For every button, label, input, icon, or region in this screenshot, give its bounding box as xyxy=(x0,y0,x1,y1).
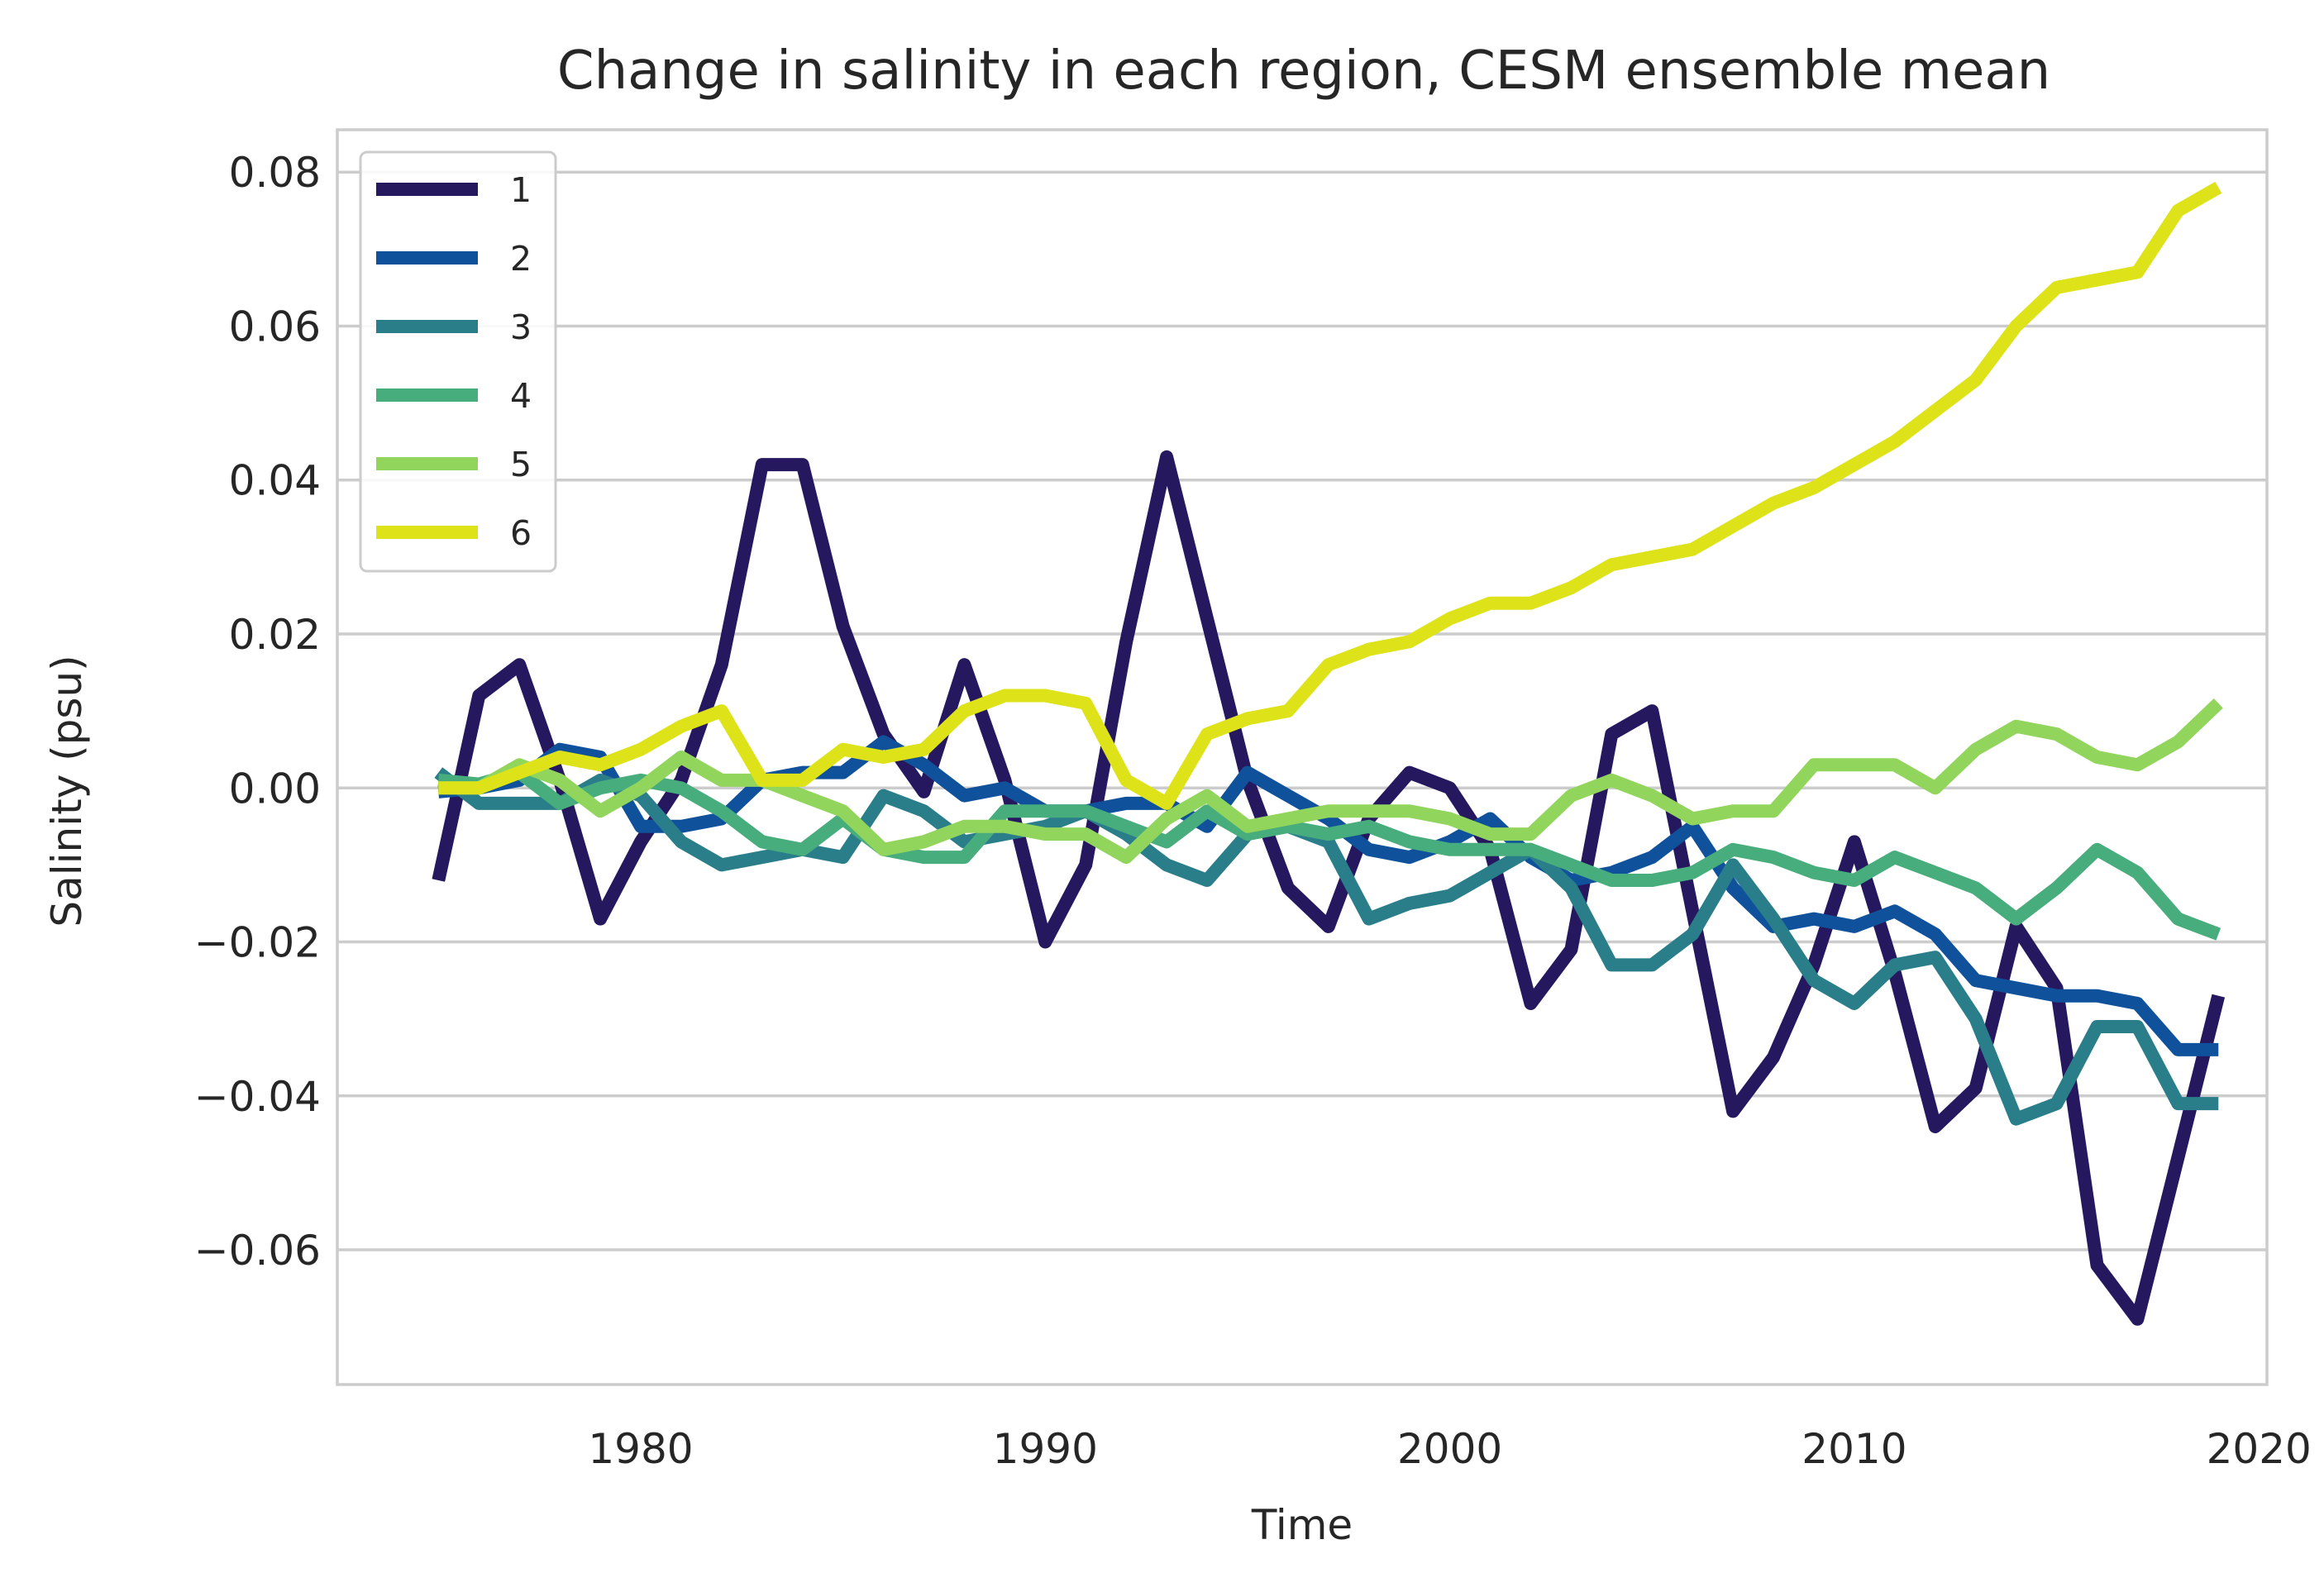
legend: 1 2 3 4 5 6 xyxy=(359,150,557,573)
series-line-5 xyxy=(438,698,2223,865)
x-axis-label: Time xyxy=(1251,1501,1353,1549)
legend-label-6: 6 xyxy=(510,513,532,553)
y-tick-label: 0.00 xyxy=(229,765,321,813)
x-tick-labels: 1980 1990 2000 2010 2020 xyxy=(588,1425,2311,1473)
y-tick-label: −0.06 xyxy=(194,1227,321,1275)
x-tick-label: 1980 xyxy=(588,1425,693,1473)
plot-frame xyxy=(336,128,2269,1386)
x-tick-label: 2010 xyxy=(1801,1425,1906,1473)
y-tick-label: −0.04 xyxy=(194,1073,321,1121)
series-line-2 xyxy=(437,735,2219,1056)
y-tick-label: 0.02 xyxy=(229,611,321,659)
series-line-4 xyxy=(437,765,2221,941)
y-tick-label: −0.02 xyxy=(194,919,321,967)
series-line-3 xyxy=(434,767,2219,1126)
y-tick-label: 0.04 xyxy=(229,457,321,505)
legend-label-4: 4 xyxy=(510,376,532,416)
y-axis-label: Salinity (psu) xyxy=(43,655,91,927)
legend-box xyxy=(359,150,557,573)
legend-label-5: 5 xyxy=(510,445,532,484)
y-tick-label: 0.08 xyxy=(229,149,321,197)
series-line-1 xyxy=(432,450,2226,1326)
legend-label-2: 2 xyxy=(510,239,532,279)
series-line-6 xyxy=(438,181,2222,810)
x-tick-label: 2020 xyxy=(2207,1425,2312,1473)
chart-title: Change in salinity in each region, CESM … xyxy=(557,41,2050,102)
y-tick-labels: −0.06 −0.04 −0.02 0.00 0.02 0.04 0.06 0.08 xyxy=(194,149,321,1275)
x-tick-label: 2000 xyxy=(1397,1425,1502,1473)
legend-label-3: 3 xyxy=(510,307,532,347)
legend-label-1: 1 xyxy=(510,170,532,210)
x-tick-label: 1990 xyxy=(993,1425,1098,1473)
y-tick-label: 0.06 xyxy=(229,303,321,350)
series-lines xyxy=(432,181,2226,1326)
